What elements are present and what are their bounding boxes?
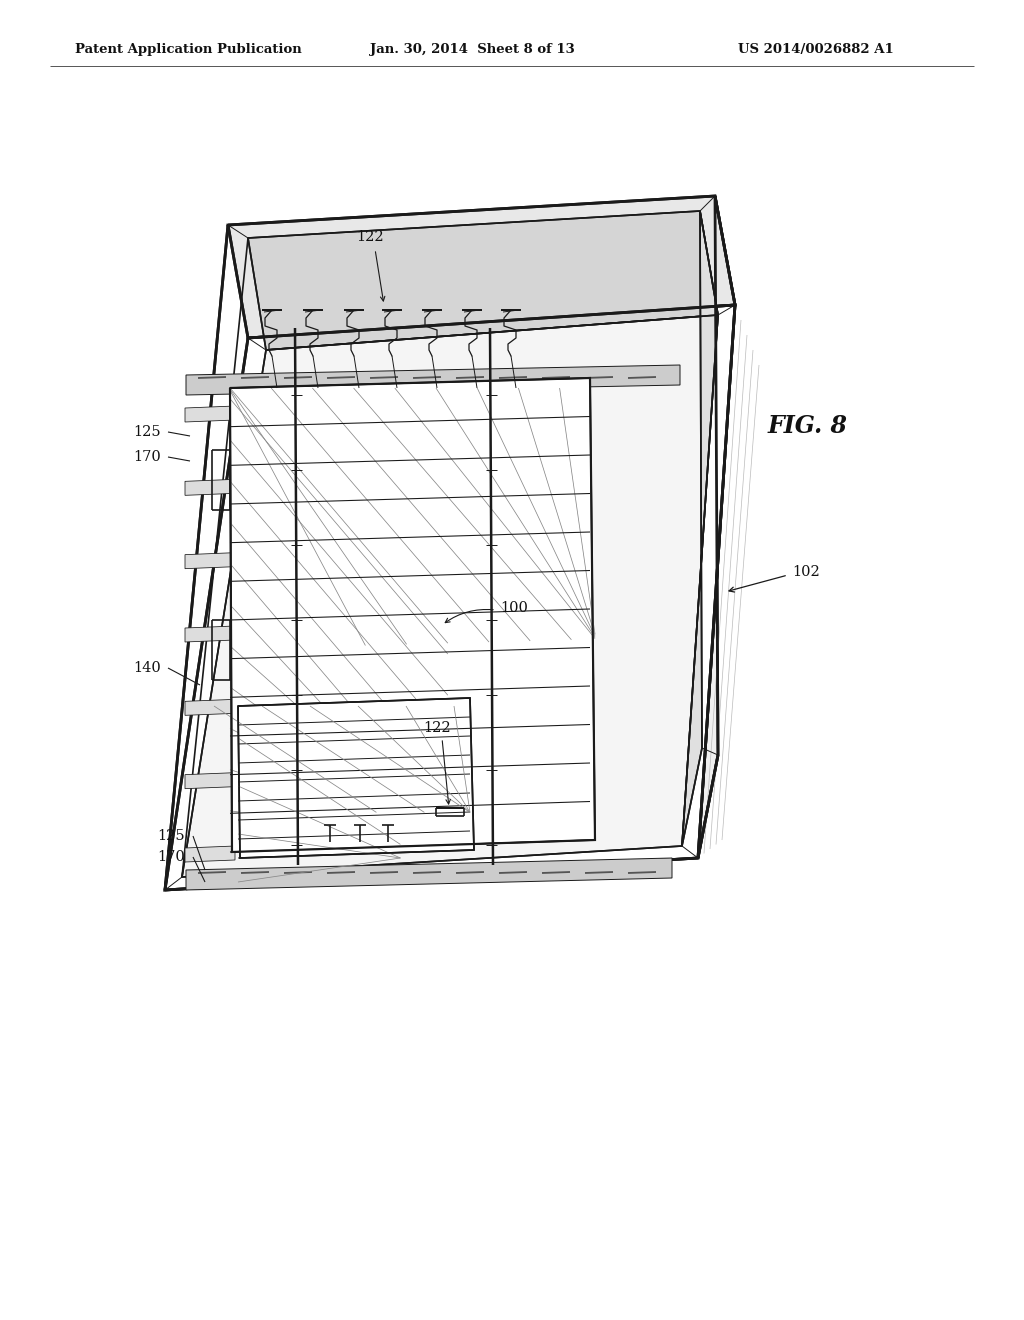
Text: 125: 125 xyxy=(157,829,184,843)
Text: Jan. 30, 2014  Sheet 8 of 13: Jan. 30, 2014 Sheet 8 of 13 xyxy=(370,44,574,57)
Text: 100: 100 xyxy=(500,601,528,615)
Polygon shape xyxy=(182,315,718,876)
Polygon shape xyxy=(238,698,474,858)
Polygon shape xyxy=(185,553,234,569)
Text: 170: 170 xyxy=(157,850,184,865)
Text: US 2014/0026882 A1: US 2014/0026882 A1 xyxy=(738,44,894,57)
Text: 125: 125 xyxy=(133,425,161,440)
Polygon shape xyxy=(698,195,735,858)
Text: 140: 140 xyxy=(133,661,161,675)
Polygon shape xyxy=(186,858,672,890)
Text: 102: 102 xyxy=(792,565,820,579)
Polygon shape xyxy=(228,195,735,338)
Polygon shape xyxy=(682,211,718,846)
Polygon shape xyxy=(230,378,595,851)
Text: Patent Application Publication: Patent Application Publication xyxy=(75,44,302,57)
Polygon shape xyxy=(185,700,234,715)
Polygon shape xyxy=(185,407,234,422)
Text: FIG. 8: FIG. 8 xyxy=(768,414,848,438)
Polygon shape xyxy=(186,366,680,395)
Polygon shape xyxy=(185,479,234,495)
Text: 170: 170 xyxy=(133,450,161,465)
Polygon shape xyxy=(185,772,234,788)
Polygon shape xyxy=(185,626,234,642)
Polygon shape xyxy=(248,211,718,350)
Polygon shape xyxy=(165,305,735,890)
Text: 122: 122 xyxy=(356,230,384,244)
Text: 122: 122 xyxy=(423,721,451,735)
Polygon shape xyxy=(185,846,234,862)
